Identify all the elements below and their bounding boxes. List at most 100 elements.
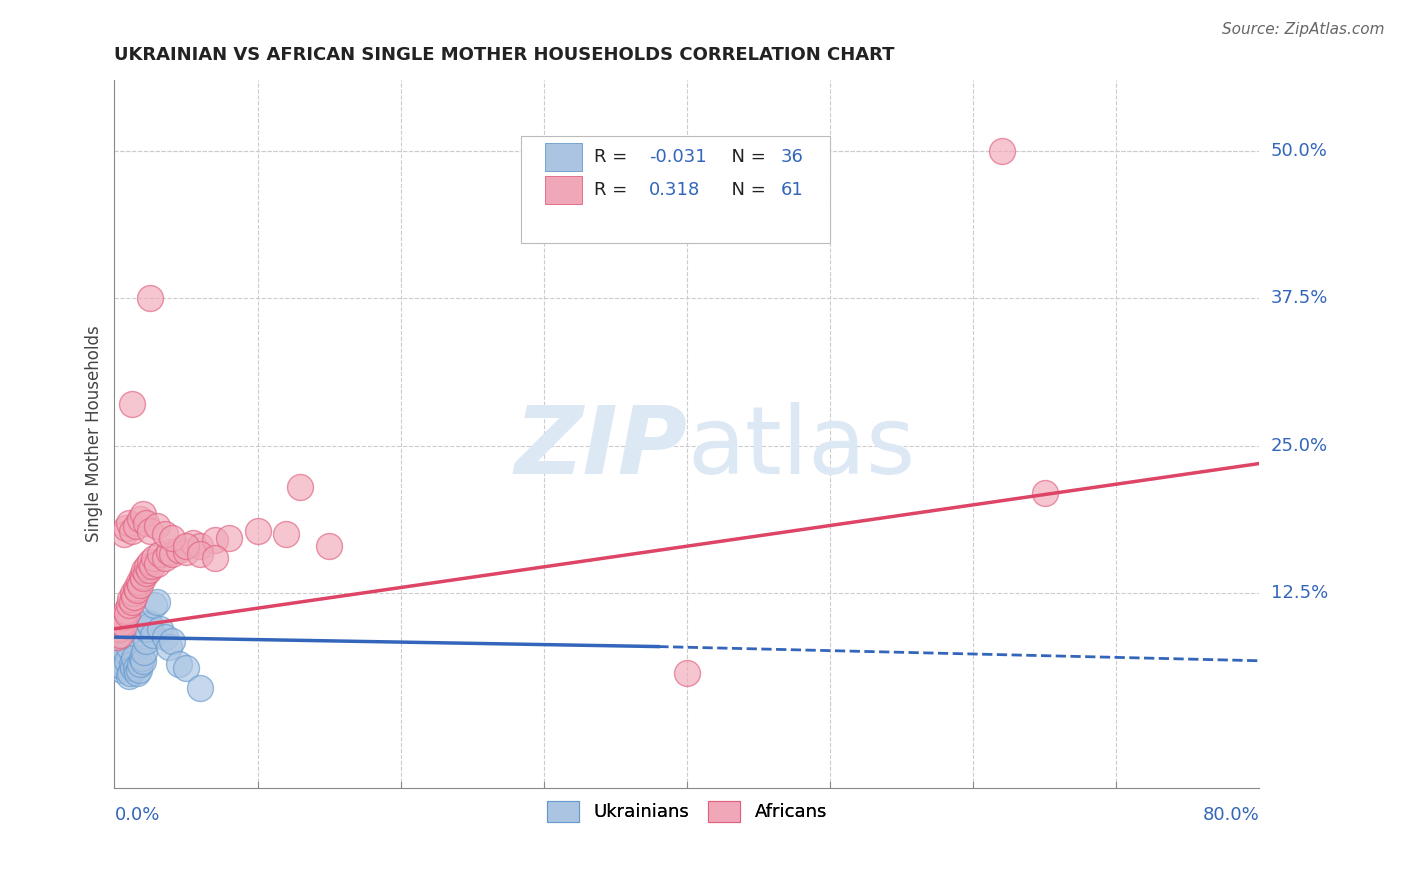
Text: 36: 36	[780, 148, 804, 166]
Point	[139, 555, 162, 569]
Point	[128, 574, 150, 589]
Point	[157, 545, 180, 559]
Point	[115, 645, 138, 659]
Point	[110, 663, 132, 677]
Point	[991, 144, 1014, 158]
Point	[204, 533, 226, 548]
Point	[124, 651, 146, 665]
Point	[181, 535, 204, 549]
Point	[218, 531, 240, 545]
Point	[167, 657, 190, 672]
Point	[188, 548, 211, 562]
FancyBboxPatch shape	[546, 176, 582, 204]
Point	[139, 291, 162, 305]
Point	[160, 633, 183, 648]
Point	[122, 586, 145, 600]
Point	[118, 640, 141, 654]
Point	[139, 618, 162, 632]
Text: 50.0%: 50.0%	[1271, 142, 1327, 160]
Point	[108, 654, 131, 668]
Point	[135, 633, 157, 648]
Point	[117, 654, 139, 668]
Point	[124, 590, 146, 604]
Point	[125, 581, 148, 595]
Point	[1033, 486, 1056, 500]
Text: 61: 61	[780, 181, 804, 199]
Point	[132, 508, 155, 522]
Point	[153, 630, 176, 644]
Point	[138, 615, 160, 630]
Point	[121, 524, 143, 538]
Point	[128, 663, 150, 677]
Point	[131, 568, 153, 582]
Point	[107, 651, 129, 665]
Text: N =: N =	[720, 148, 772, 166]
Point	[118, 516, 141, 530]
Text: 0.318: 0.318	[650, 181, 700, 199]
Point	[160, 531, 183, 545]
Point	[160, 548, 183, 562]
Point	[112, 661, 135, 675]
Point	[121, 657, 143, 672]
Point	[134, 563, 156, 577]
Point	[121, 397, 143, 411]
Point	[125, 661, 148, 675]
Point	[125, 519, 148, 533]
Point	[111, 642, 134, 657]
Point	[153, 551, 176, 566]
Point	[118, 599, 141, 613]
Point	[676, 665, 699, 680]
Point	[136, 559, 159, 574]
Point	[143, 599, 166, 613]
FancyBboxPatch shape	[546, 143, 582, 171]
Point	[117, 607, 139, 621]
Point	[174, 661, 197, 675]
Point	[132, 571, 155, 585]
Text: atlas: atlas	[688, 402, 915, 494]
Point	[276, 527, 298, 541]
Point	[120, 592, 142, 607]
Text: R =: R =	[595, 148, 633, 166]
Point	[110, 615, 132, 630]
Point	[318, 539, 340, 553]
Point	[204, 551, 226, 566]
Point	[153, 527, 176, 541]
Point	[142, 628, 165, 642]
Point	[112, 618, 135, 632]
Text: 25.0%: 25.0%	[1271, 437, 1329, 455]
Point	[115, 521, 138, 535]
Point	[129, 578, 152, 592]
Point	[135, 516, 157, 530]
Point	[111, 610, 134, 624]
Point	[132, 654, 155, 668]
Point	[146, 519, 169, 533]
Point	[149, 622, 172, 636]
Point	[105, 630, 128, 644]
Point	[120, 665, 142, 680]
Point	[112, 527, 135, 541]
Point	[146, 595, 169, 609]
Y-axis label: Single Mother Households: Single Mother Households	[86, 326, 103, 542]
Point	[105, 657, 128, 672]
FancyBboxPatch shape	[520, 136, 830, 243]
Text: -0.031: -0.031	[650, 148, 707, 166]
Point	[136, 622, 159, 636]
Point	[118, 669, 141, 683]
Point	[129, 512, 152, 526]
Text: N =: N =	[720, 181, 772, 199]
Text: 80.0%: 80.0%	[1202, 806, 1260, 824]
Point	[122, 661, 145, 675]
Text: UKRAINIAN VS AFRICAN SINGLE MOTHER HOUSEHOLDS CORRELATION CHART: UKRAINIAN VS AFRICAN SINGLE MOTHER HOUSE…	[114, 46, 894, 64]
Point	[134, 645, 156, 659]
Point	[129, 657, 152, 672]
Point	[188, 539, 211, 553]
Point	[139, 524, 162, 538]
Text: 0.0%: 0.0%	[114, 806, 160, 824]
Point	[107, 622, 129, 636]
Point	[143, 551, 166, 566]
Text: ZIP: ZIP	[515, 402, 688, 494]
Point	[174, 545, 197, 559]
Text: Source: ZipAtlas.com: Source: ZipAtlas.com	[1222, 22, 1385, 37]
Point	[141, 559, 163, 574]
Point	[149, 548, 172, 562]
